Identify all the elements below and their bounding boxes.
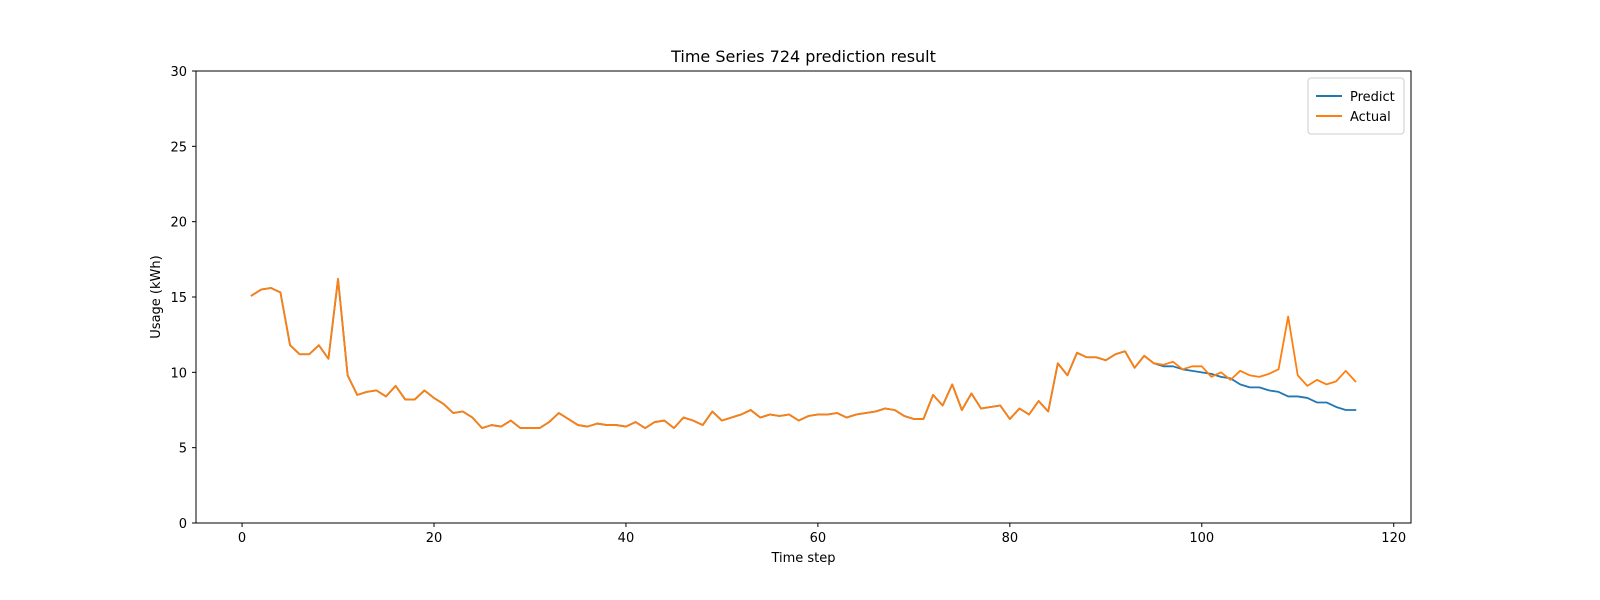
y-axis-ticks: 0 5 10 15 20 25 30 (170, 65, 196, 532)
series-line-predict (250, 278, 1357, 429)
chart-title: Time Series 724 prediction result (670, 47, 936, 66)
series-line-actual (250, 278, 1357, 429)
x-tick-label: 20 (426, 531, 443, 546)
plot-frame (195, 70, 1412, 524)
legend-box (1307, 77, 1405, 135)
y-tick-label: 5 (179, 442, 187, 457)
legend-label-actual: Actual (1350, 110, 1391, 125)
x-tick-label: 100 (1189, 531, 1214, 546)
x-tick-label: 40 (618, 531, 635, 546)
y-tick-label: 30 (170, 65, 187, 80)
plot-area (195, 70, 1412, 524)
y-tick-label: 15 (170, 291, 187, 306)
y-tick-label: 10 (170, 366, 187, 381)
x-tick-label: 80 (1002, 531, 1019, 546)
y-tick-label: 25 (170, 140, 187, 155)
legend-label-predict: Predict (1350, 90, 1395, 105)
x-tick-label: 0 (238, 531, 246, 546)
y-tick-label: 20 (170, 216, 187, 231)
x-axis-label: Time step (770, 551, 835, 566)
x-tick-label: 60 (810, 531, 827, 546)
y-axis-label: Usage (kWh) (149, 255, 164, 338)
y-tick-label: 0 (179, 517, 187, 532)
x-axis-ticks: 0 20 40 60 80 100 120 (238, 523, 1406, 546)
x-tick-label: 120 (1381, 531, 1406, 546)
legend: Predict Actual (1307, 77, 1405, 135)
